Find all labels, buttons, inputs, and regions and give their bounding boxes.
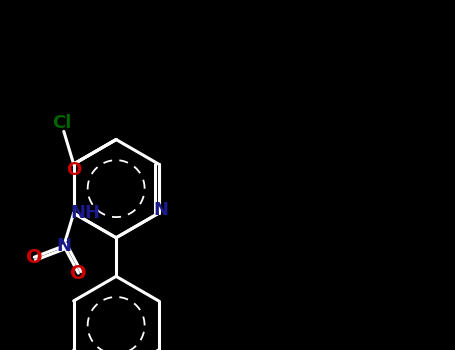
Text: N: N [56, 237, 71, 255]
Text: O: O [66, 161, 81, 178]
Text: O: O [26, 248, 43, 267]
Text: Cl: Cl [52, 114, 71, 132]
Text: N: N [153, 201, 168, 218]
Text: NH: NH [70, 204, 100, 222]
Text: O: O [70, 264, 87, 282]
